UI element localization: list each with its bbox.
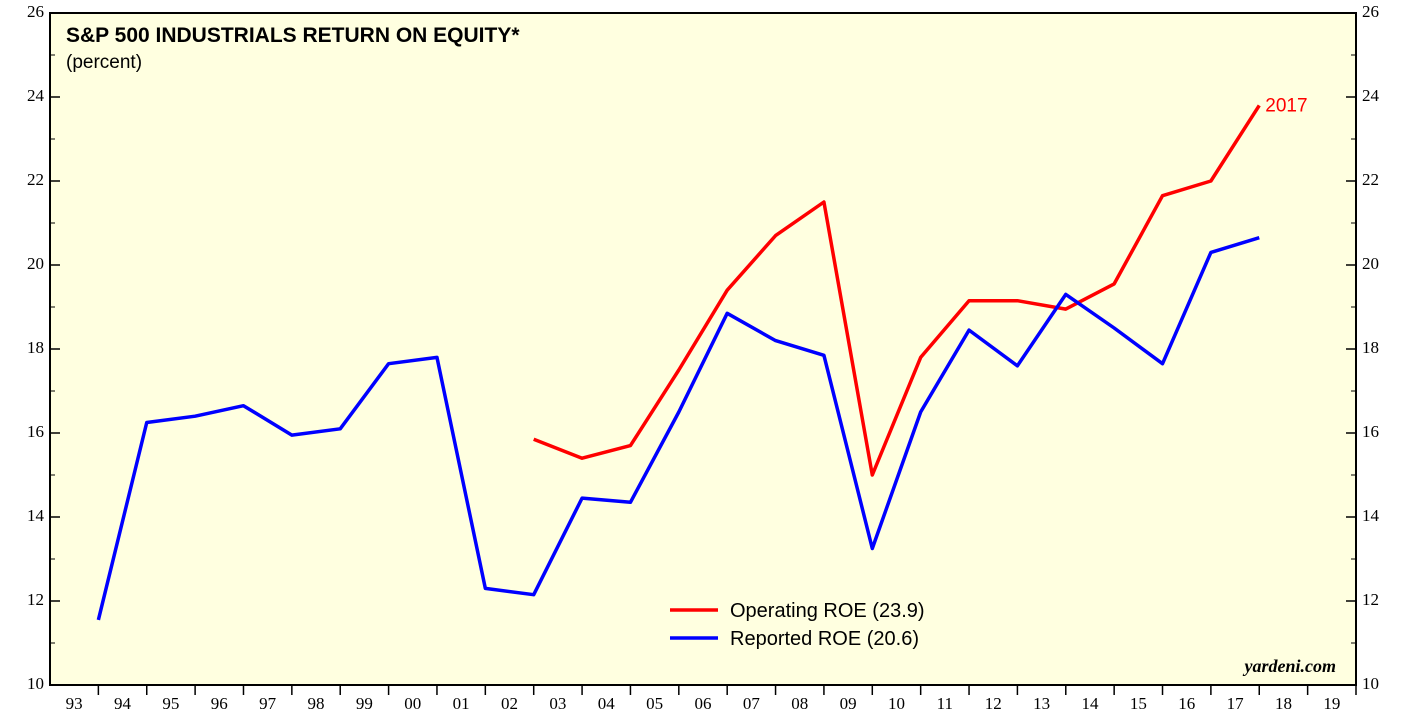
y2-tick-label: 20	[1362, 254, 1379, 273]
line-series	[533, 104, 1261, 477]
x-tick-label: 03	[549, 694, 566, 713]
chart-title: S&P 500 INDUSTRIALS RETURN ON EQUITY*	[66, 24, 520, 47]
x-tick-label: 99	[356, 694, 373, 713]
x-tick-label: 04	[598, 694, 616, 713]
x-tick-label: 17	[1227, 694, 1245, 713]
legend-label: Operating ROE (23.9)	[730, 600, 925, 622]
x-tick-label: 11	[937, 694, 953, 713]
source: yardeni.com	[1243, 656, 1337, 676]
y2-tick-label: 18	[1362, 338, 1379, 357]
x-tick-label: 07	[743, 694, 761, 713]
x-tick-label: 19	[1323, 694, 1340, 713]
x-tick-label: 13	[1033, 694, 1050, 713]
x-tick-label: 16	[1178, 694, 1195, 713]
x-tick-label: 06	[695, 694, 712, 713]
x-tick-label: 15	[1130, 694, 1147, 713]
plot-area	[49, 12, 1357, 686]
y2-tick-label: 14	[1362, 506, 1380, 525]
y-tick-label: 26	[27, 2, 44, 21]
x-tick-label: 02	[501, 694, 518, 713]
y-tick-label: 18	[27, 338, 44, 357]
y-tick-label: 10	[27, 674, 44, 693]
y-tick-label: 20	[27, 254, 44, 273]
x-tick-label: 12	[985, 694, 1002, 713]
x-tick-label: 98	[308, 694, 325, 713]
x-tick-label: 08	[791, 694, 808, 713]
x-tick-label: 97	[259, 694, 277, 713]
annotation: 2017	[1265, 95, 1307, 116]
x-tick-label: 94	[114, 694, 132, 713]
x-tick-label: 09	[840, 694, 857, 713]
y-tick-label: 22	[27, 170, 44, 189]
y-tick-label: 14	[27, 506, 45, 525]
x-tick-label: 95	[162, 694, 179, 713]
y2-tick-label: 22	[1362, 170, 1379, 189]
x-tick-label: 93	[66, 694, 83, 713]
y2-tick-label: 24	[1362, 86, 1380, 105]
y2-tick-label: 10	[1362, 674, 1379, 693]
line-series	[96, 236, 1260, 621]
x-tick-label: 00	[404, 694, 421, 713]
x-tick-label: 18	[1275, 694, 1292, 713]
chart-subtitle: (percent)	[66, 52, 142, 73]
x-tick-label: 10	[888, 694, 905, 713]
y2-tick-label: 16	[1362, 422, 1379, 441]
x-tick-label: 14	[1081, 694, 1099, 713]
y-tick-label: 24	[27, 86, 45, 105]
y2-tick-label: 12	[1362, 590, 1379, 609]
y-tick-label: 12	[27, 590, 44, 609]
legend-label: Reported ROE (20.6)	[730, 628, 919, 650]
x-tick-label: 01	[453, 694, 470, 713]
x-tick-label: 05	[646, 694, 663, 713]
x-tick-label: 96	[211, 694, 228, 713]
y2-tick-label: 26	[1362, 2, 1379, 21]
y-tick-label: 16	[27, 422, 44, 441]
